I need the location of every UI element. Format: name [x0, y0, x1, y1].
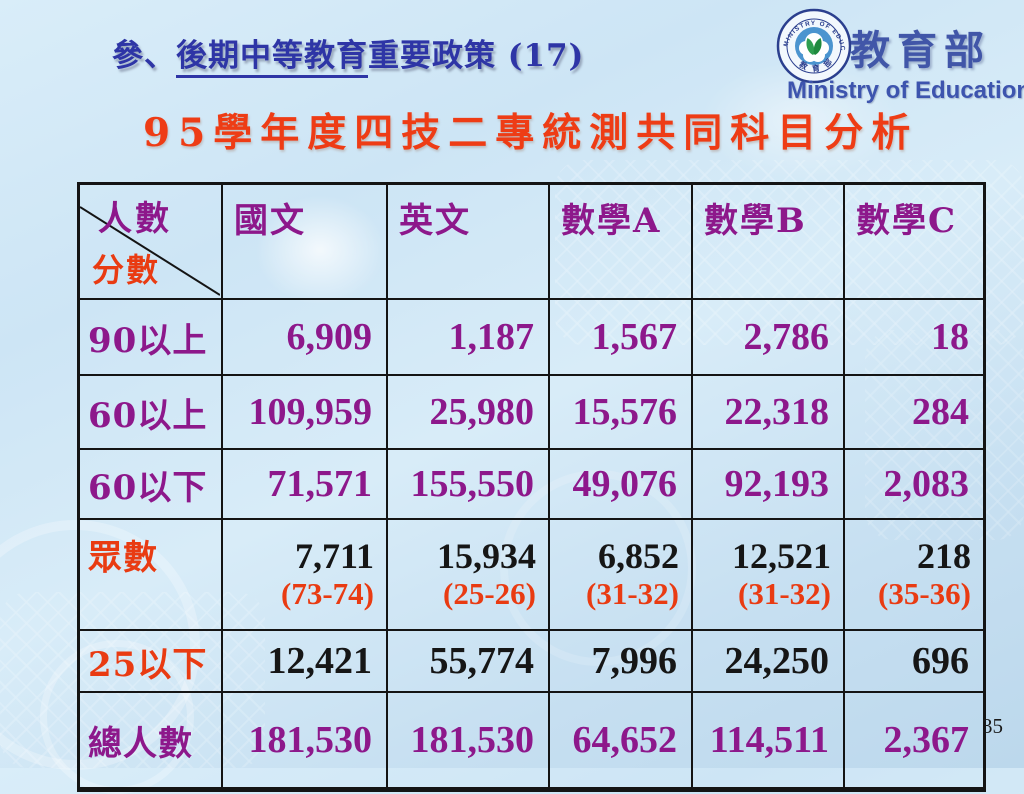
table-cell-mode: 12,521 (31-32) [693, 520, 845, 631]
mode-range: (73-74) [281, 576, 374, 612]
table-cell: 7,996 [550, 631, 693, 693]
mode-range: (35-36) [878, 576, 971, 612]
table-cell: 181,530 [388, 693, 550, 789]
table-cell: 155,550 [388, 450, 550, 520]
table-cell: 6,909 [223, 300, 388, 376]
ministry-seal-icon: MINISTRY OF EDUCATION 教 育 部 [776, 8, 852, 84]
table-cell: 15,576 [550, 376, 693, 450]
table-cell: 181,530 [223, 693, 388, 789]
table-cell: 71,571 [223, 450, 388, 520]
ministry-name-en: Ministry of Education [787, 77, 1024, 104]
table-cell: 49,076 [550, 450, 693, 520]
corner-label-count: 人數 [98, 199, 172, 239]
column-header-chinese: 國文 [223, 185, 388, 300]
row-label: 90以上 [80, 300, 223, 376]
row-label: 總人數 [80, 693, 223, 789]
table-cell: 24,250 [693, 631, 845, 693]
table-cell: 25,980 [388, 376, 550, 450]
column-header-english: 英文 [388, 185, 550, 300]
table-cell: 109,959 [223, 376, 388, 450]
mode-range: (31-32) [738, 576, 831, 612]
sprout-leaf-icon [806, 38, 815, 55]
mode-value: 7,711 [294, 535, 374, 576]
slide-subtitle: 95學年度四技二專統測共同科目分析 [143, 110, 919, 156]
row-label: 60以下 [80, 450, 223, 520]
slide-title-underlined: 後期中等教育 [176, 38, 368, 78]
row-label: 25以下 [80, 631, 223, 693]
mode-value: 218 [917, 535, 971, 576]
table-cell: 696 [845, 631, 983, 693]
statistics-table: 人數 分數 國文 英文 數學A 數學B 數學C 90以上 6,909 1,187… [77, 182, 986, 792]
mode-range: (31-32) [586, 576, 679, 612]
table-cell: 12,421 [223, 631, 388, 693]
table-cell: 284 [845, 376, 983, 450]
mode-value: 12,521 [732, 535, 831, 576]
table-cell: 114,511 [693, 693, 845, 789]
column-header-math-a: 數學A [550, 185, 693, 300]
corner-diagonal-line [80, 206, 220, 296]
table-cell: 22,318 [693, 376, 845, 450]
mode-value: 15,934 [437, 535, 536, 576]
column-header-math-c: 數學C [845, 185, 983, 300]
slide-title: 參、後期中等教育重要政策 (17) [112, 30, 585, 78]
table-corner-cell: 人數 分數 [80, 185, 223, 300]
mode-range: (25-26) [443, 576, 536, 612]
column-header-math-b: 數學B [693, 185, 845, 300]
ministry-name-zh: 教育部 [850, 27, 991, 74]
slide-title-prefix: 參、 [112, 38, 176, 74]
table-cell: 64,652 [550, 693, 693, 789]
table-cell: 1,187 [388, 300, 550, 376]
table-cell-mode: 7,711 (73-74) [223, 520, 388, 631]
table-cell: 2,786 [693, 300, 845, 376]
row-label-mode: 眾數 [80, 520, 223, 631]
table-cell: 18 [845, 300, 983, 376]
table-cell: 55,774 [388, 631, 550, 693]
mode-value: 6,852 [598, 535, 679, 576]
table-cell: 2,083 [845, 450, 983, 520]
page-number: 35 [982, 714, 1003, 738]
corner-label-score: 分數 [92, 251, 161, 289]
table-cell: 1,567 [550, 300, 693, 376]
table-cell-mode: 218 (35-36) [845, 520, 983, 631]
table-cell: 92,193 [693, 450, 845, 520]
table-cell: 2,367 [845, 693, 983, 789]
slide-title-suffix: 重要政策 (17) [368, 38, 585, 74]
table-cell-mode: 15,934 (25-26) [388, 520, 550, 631]
row-label: 60以上 [80, 376, 223, 450]
table-cell-mode: 6,852 (31-32) [550, 520, 693, 631]
